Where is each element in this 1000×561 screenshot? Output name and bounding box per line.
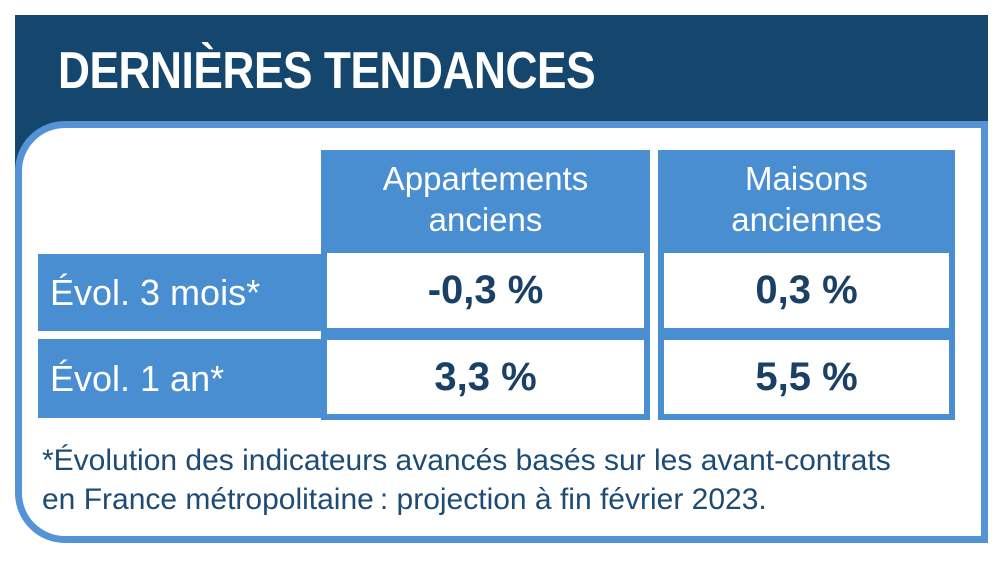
column-header-maisons-anciennes: Maisons anciennes <box>658 150 955 247</box>
row-label-evol-1-an: Évol. 1 an* <box>38 339 321 418</box>
value-cell-appartements-1-an: 3,3 % <box>321 334 650 420</box>
column-header-line: anciens <box>428 200 543 238</box>
value-cell-appartements-3-mois: -0,3 % <box>321 247 650 334</box>
value-cell-maisons-1-an: 5,5 % <box>658 334 955 420</box>
footnote: *Évolution des indicateurs avancés basés… <box>42 441 952 519</box>
column-header-line: Maisons <box>745 159 868 197</box>
column-header-line: anciennes <box>731 200 882 238</box>
column-header-line: Appartements <box>382 159 589 197</box>
footnote-line-2: en France métropolitaine : projection à … <box>42 483 767 516</box>
page-title: DERNIÈRES TENDANCES <box>58 42 596 100</box>
row-label-evol-3-mois: Évol. 3 mois* <box>38 254 321 331</box>
value-cell-maisons-3-mois: 0,3 % <box>658 247 955 334</box>
column-header-appartements-anciens: Appartements anciens <box>321 150 650 247</box>
footnote-line-1: *Évolution des indicateurs avancés basés… <box>42 444 891 477</box>
